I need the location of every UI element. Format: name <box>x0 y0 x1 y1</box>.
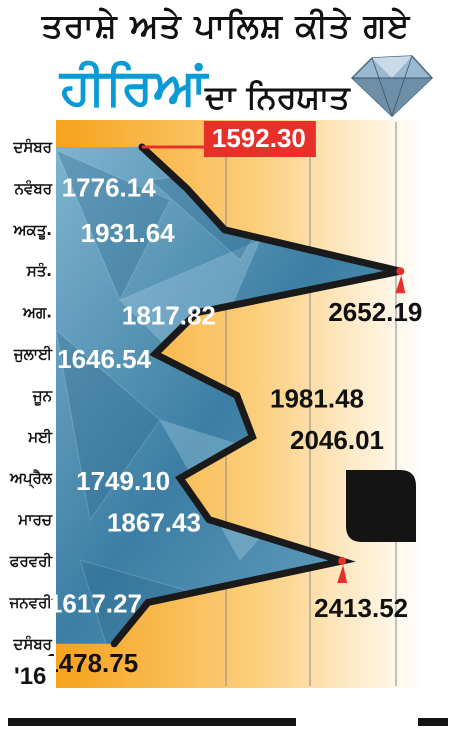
data-point <box>396 267 405 276</box>
diamond-facet <box>56 328 161 522</box>
bottom-rule-right <box>418 718 448 726</box>
month-label: ਮਈ <box>27 428 53 446</box>
year-label: '16 <box>14 663 46 690</box>
month-label: ਅਗ. <box>22 304 52 322</box>
value-label: 2046.01 <box>290 425 384 455</box>
value-label: 1592.30 <box>212 123 306 153</box>
chart-title-rest: ਦਾ ਨਿਰਯਾਤ <box>205 78 350 116</box>
month-label: ਦਸੰਬਰ <box>12 137 52 156</box>
value-label: 1817.82 <box>122 301 216 331</box>
value-label: 1646.54 <box>57 344 152 374</box>
month-label: ਫਰਵਰੀ <box>9 552 54 570</box>
month-label: ਜੁਲਾਈ <box>13 345 53 363</box>
year-label-box <box>8 656 56 688</box>
diamond-photo-area <box>56 147 401 644</box>
pointer-marker <box>337 565 348 583</box>
month-label: ਅਕਤੂ. <box>13 221 52 240</box>
month-label: ਸਤੰ. <box>26 261 52 280</box>
diamond-facet <box>56 149 171 302</box>
month-label: ਜੂਨ <box>32 386 53 405</box>
month-label: ਅਪ੍ਰੈਲ <box>9 469 53 490</box>
month-label: ਨਵੰਬਰ <box>14 178 53 197</box>
value-label: 1478.75 <box>44 648 138 678</box>
data-point <box>338 557 347 565</box>
month-labels: ਦਸੰਬਰ ਨਵੰਬਰ ਅਕਤੂ. ਸਤੰ. ਅਗ. ਜੁਲਾਈ ਜੂਨ ਮਈ ਅਪ੍ਰੈਲ ਮਾ… <box>9 137 54 653</box>
month-label: ਮਾਰਚ <box>17 511 52 529</box>
highlight-box <box>203 121 316 157</box>
value-label: 2413.52 <box>314 593 408 623</box>
value-label: 2652.19 <box>328 297 422 327</box>
month-label: ਜਨਵਰੀ <box>9 593 54 611</box>
value-labels: 1592.30 1776.14 1931.64 2652.19 1817.82 1646.… <box>44 121 422 678</box>
value-label: 1776.14 <box>62 172 157 202</box>
value-label: 1931.64 <box>81 218 176 248</box>
bottom-rule-left <box>8 718 296 726</box>
month-label: ਦਸੰਬਰ <box>12 634 52 653</box>
value-label: 1617.27 <box>48 588 142 618</box>
decorative-block <box>346 470 416 542</box>
diamond-icon <box>350 55 434 118</box>
chart-title: ਤਰਾਸ਼ੇ ਅਤੇ ਪਾਲਿਸ਼ ਕੀਤੇ ਗਏ <box>41 6 411 45</box>
chart-title-highlight: ਹੀਰਿਆਂ <box>60 58 208 116</box>
value-label: 1749.10 <box>76 466 170 496</box>
pointer-marker <box>395 275 406 294</box>
value-label: 1867.43 <box>107 508 201 538</box>
value-label: 1981.48 <box>270 383 364 413</box>
